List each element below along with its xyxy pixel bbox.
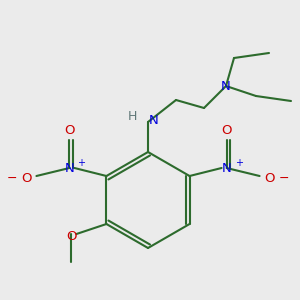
Text: H: H	[127, 110, 137, 122]
Text: O: O	[264, 172, 275, 184]
Text: O: O	[21, 172, 32, 184]
Text: +: +	[77, 158, 86, 168]
Text: O: O	[66, 230, 77, 242]
Text: N: N	[221, 80, 231, 92]
Text: −: −	[7, 172, 18, 184]
Text: N: N	[222, 161, 231, 175]
Text: N: N	[64, 161, 74, 175]
Text: O: O	[221, 124, 232, 136]
Text: N: N	[149, 113, 159, 127]
Text: −: −	[278, 172, 289, 184]
Text: O: O	[64, 124, 75, 136]
Text: +: +	[235, 158, 243, 168]
